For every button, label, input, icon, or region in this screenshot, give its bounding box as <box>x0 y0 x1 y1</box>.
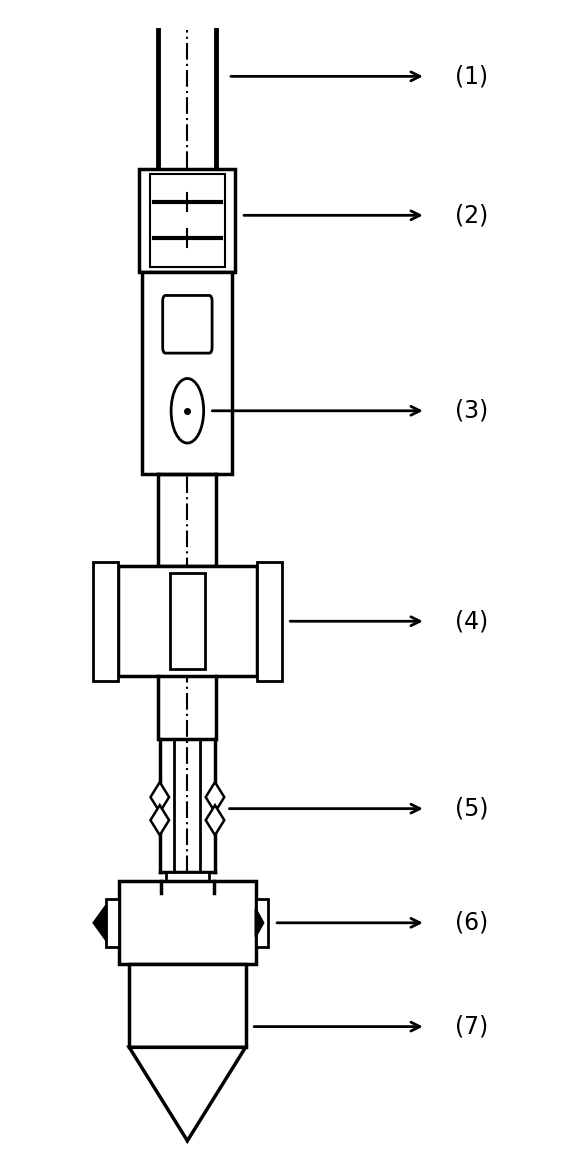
Bar <box>117 566 257 676</box>
Bar <box>93 562 117 681</box>
FancyBboxPatch shape <box>163 296 212 353</box>
Text: (4): (4) <box>455 609 488 633</box>
Polygon shape <box>129 1047 245 1141</box>
Text: (1): (1) <box>455 65 488 88</box>
Polygon shape <box>206 783 224 813</box>
Bar <box>150 175 225 267</box>
Bar <box>129 964 245 1047</box>
Bar <box>166 302 209 347</box>
Polygon shape <box>151 783 169 813</box>
Text: (3): (3) <box>455 399 488 423</box>
Bar <box>106 898 119 947</box>
Text: (7): (7) <box>455 1015 488 1038</box>
Polygon shape <box>256 909 263 936</box>
Circle shape <box>171 378 204 443</box>
Bar <box>142 273 232 474</box>
Text: (2): (2) <box>455 203 488 228</box>
Bar <box>119 881 256 964</box>
Bar <box>257 562 281 681</box>
Polygon shape <box>151 806 169 835</box>
Text: (5): (5) <box>455 796 488 821</box>
Bar <box>140 169 235 273</box>
Bar <box>166 872 209 892</box>
Bar <box>170 573 205 669</box>
Bar <box>256 898 269 947</box>
Polygon shape <box>206 806 224 835</box>
Polygon shape <box>93 905 106 941</box>
Text: (6): (6) <box>455 911 488 935</box>
